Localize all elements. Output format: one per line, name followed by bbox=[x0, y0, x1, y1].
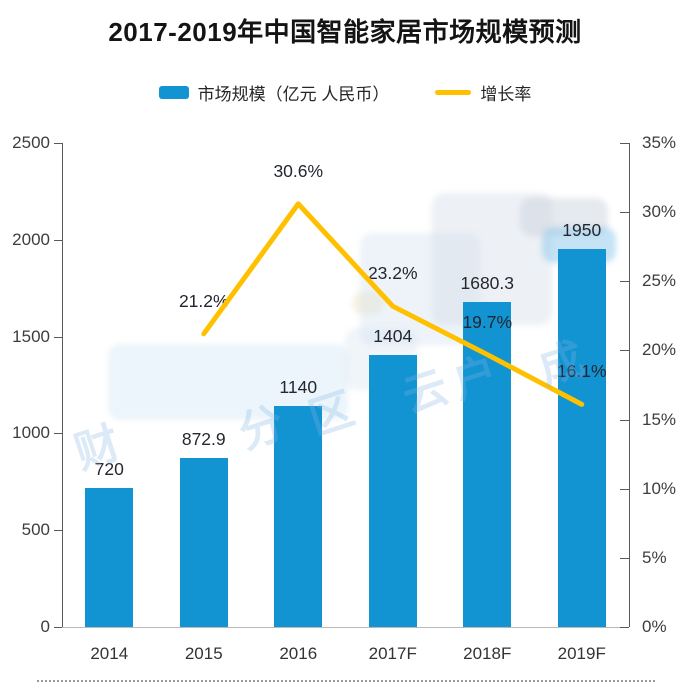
x-axis-label-2014: 2014 bbox=[90, 644, 129, 663]
legend-item-market-size: 市场规模（亿元 人民币） bbox=[158, 80, 390, 105]
right-axis-tick-label: 35% bbox=[642, 133, 677, 152]
left-axis-tick bbox=[54, 143, 62, 144]
left-axis-tick bbox=[54, 433, 62, 435]
bar-value-label: 720 bbox=[94, 458, 124, 479]
legend-label-market-size: 市场规模（亿元 人民币） bbox=[197, 85, 390, 104]
legend-label-growth-rate: 增长率 bbox=[480, 85, 532, 104]
left-axis-tick bbox=[54, 239, 62, 241]
left-axis-line bbox=[62, 143, 63, 627]
right-axis-tick bbox=[620, 143, 629, 144]
x-axis-label-2019F: 2019F bbox=[557, 644, 606, 663]
left-axis-tick-label: 2000 bbox=[12, 229, 50, 249]
growth-rate-label: 23.2% bbox=[367, 263, 418, 284]
chart-title: 2017-2019年中国智能家居市场规模预测 bbox=[108, 17, 582, 47]
right-axis-tick-label: 30% bbox=[642, 202, 677, 222]
x-axis-label-2016: 2016 bbox=[279, 644, 318, 663]
right-axis-tick-label: 15% bbox=[642, 409, 677, 429]
right-axis-tick bbox=[620, 212, 629, 214]
x-axis-label-2015: 2015 bbox=[184, 644, 223, 663]
bar-2015 bbox=[179, 458, 228, 627]
left-axis-tick-label: 2500 bbox=[12, 133, 50, 152]
growth-rate-label: 16.1% bbox=[556, 361, 607, 382]
right-axis-tick bbox=[620, 350, 629, 352]
right-axis-tick-label: 25% bbox=[642, 271, 677, 291]
left-axis-tick-label: 0 bbox=[40, 617, 50, 636]
right-axis-tick-label: 5% bbox=[642, 547, 667, 567]
left-axis-tick-label: 1000 bbox=[12, 423, 50, 443]
legend: 市场规模（亿元 人民币） 增长率 bbox=[0, 80, 690, 105]
right-axis-tick bbox=[620, 557, 629, 559]
left-axis-tick bbox=[54, 627, 62, 628]
bar-value-label: 1680.3 bbox=[460, 272, 515, 293]
right-axis-tick-label: 0% bbox=[642, 617, 667, 636]
bar-value-label: 1950 bbox=[562, 220, 602, 241]
bottom-divider bbox=[37, 680, 655, 682]
right-axis-tick-label: 20% bbox=[642, 340, 677, 360]
x-axis-label-2017F: 2017F bbox=[368, 644, 417, 663]
left-axis-tick-label: 1500 bbox=[12, 326, 50, 346]
bar-2016 bbox=[274, 406, 323, 627]
bar-series-swatch-icon bbox=[158, 86, 189, 99]
growth-rate-label: 21.2% bbox=[178, 290, 229, 311]
right-axis-tick bbox=[620, 627, 629, 628]
growth-rate-label: 19.7% bbox=[462, 311, 513, 332]
left-axis-tick-label: 500 bbox=[21, 520, 50, 540]
legend-item-growth-rate: 增长率 bbox=[435, 80, 531, 105]
right-axis-tick bbox=[620, 488, 629, 490]
right-axis-tick bbox=[620, 281, 629, 283]
bar-2014 bbox=[85, 487, 134, 627]
growth-rate-label: 30.6% bbox=[273, 160, 324, 181]
line-series-swatch-icon bbox=[435, 90, 472, 95]
bar-2019F bbox=[557, 249, 606, 627]
x-axis-label-2018F: 2018F bbox=[463, 644, 512, 663]
left-axis-tick bbox=[54, 336, 62, 338]
left-axis-tick bbox=[54, 530, 62, 532]
x-axis-baseline bbox=[62, 627, 629, 628]
bar-value-label: 1140 bbox=[279, 377, 318, 398]
right-axis-line bbox=[629, 143, 630, 627]
right-axis-tick-label: 10% bbox=[642, 478, 677, 498]
bar-value-label: 872.9 bbox=[181, 429, 226, 449]
right-axis-tick bbox=[620, 419, 629, 421]
bar-2017F bbox=[368, 355, 417, 627]
bar-value-label: 1404 bbox=[373, 326, 413, 347]
